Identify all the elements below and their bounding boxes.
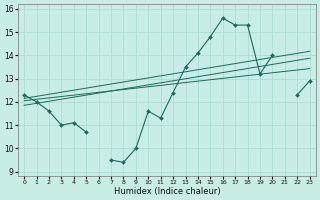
X-axis label: Humidex (Indice chaleur): Humidex (Indice chaleur) [114,187,220,196]
